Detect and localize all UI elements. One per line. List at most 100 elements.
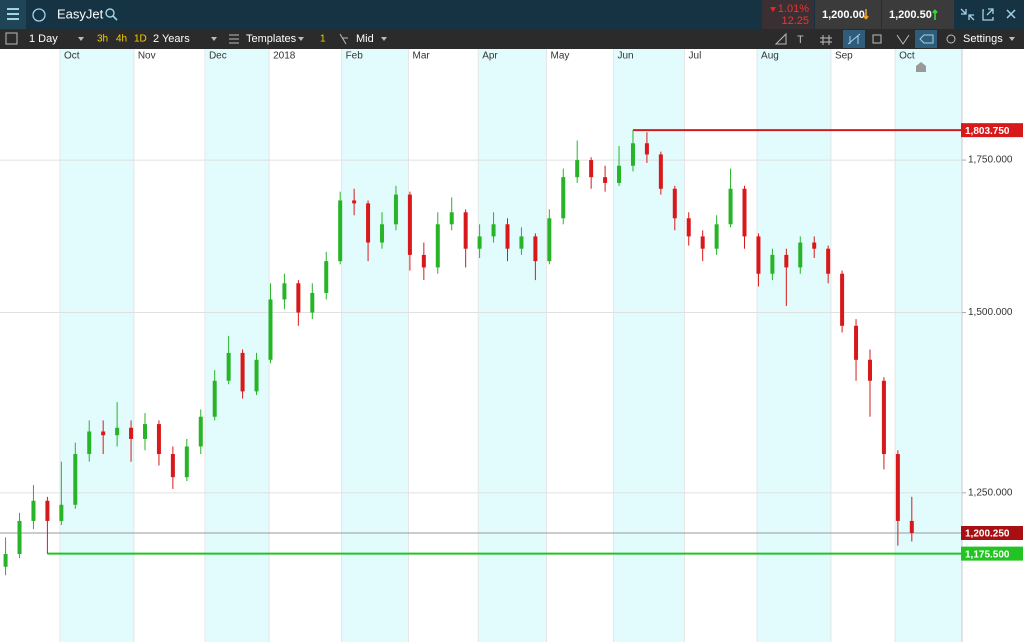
- candle-body: [491, 224, 496, 237]
- x-tick-label: Apr: [482, 51, 498, 62]
- x-tick-label: Jul: [689, 51, 702, 62]
- candle-body: [505, 224, 510, 249]
- candle-body: [812, 242, 817, 249]
- layers-tool[interactable]: [872, 34, 882, 44]
- magnet-tool[interactable]: [896, 34, 910, 45]
- change-box: [762, 0, 814, 29]
- quick-interval[interactable]: 4h: [116, 34, 127, 45]
- candle-body: [240, 352, 245, 392]
- plot-area: Oct Nov Dec 2018 Feb Mar Apr May Jun Jul Aug Sep Oct: [0, 49, 962, 642]
- scroll-marker[interactable]: [916, 62, 926, 72]
- buy-button[interactable]: [882, 0, 954, 29]
- label-tool[interactable]: [919, 34, 934, 44]
- candle-body: [115, 427, 120, 436]
- panel-icon[interactable]: [5, 32, 18, 45]
- buy-price: 1,200.50: [889, 9, 932, 21]
- x-tick-label: Oct: [64, 51, 80, 62]
- candle-body: [630, 143, 635, 166]
- level-label: 1,803.750: [965, 126, 1010, 137]
- interval[interactable]: 1 Day: [29, 33, 58, 45]
- x-tick-label: Mar: [413, 51, 431, 62]
- x-tick-label: Feb: [346, 51, 364, 62]
- crosshair-tool[interactable]: [847, 33, 861, 45]
- quick-interval[interactable]: 3h: [97, 34, 108, 45]
- price-type[interactable]: Mid: [356, 33, 374, 45]
- candle-body: [728, 188, 733, 225]
- popout-icon[interactable]: [982, 8, 994, 21]
- candle-body: [435, 224, 440, 268]
- candle-body: [142, 424, 147, 439]
- settings[interactable]: Settings: [963, 33, 1003, 45]
- candle-body: [700, 236, 705, 249]
- down-arrow: [770, 7, 776, 12]
- text-tool-icon[interactable]: T: [797, 34, 804, 46]
- month-band: [341, 49, 409, 642]
- candle-body: [463, 212, 468, 249]
- candle-body: [477, 236, 482, 249]
- candle-body: [198, 416, 203, 447]
- candle-body: [784, 254, 789, 268]
- candle-body: [324, 261, 329, 293]
- price-axis: [962, 49, 1024, 642]
- candle-body: [17, 520, 22, 555]
- candle-body: [672, 188, 677, 219]
- candle-body: [421, 254, 426, 268]
- candle-body: [393, 194, 398, 225]
- x-tick-label: Dec: [209, 51, 227, 62]
- candle-body: [770, 254, 775, 274]
- candle-body: [352, 200, 357, 204]
- month-band: [757, 49, 831, 642]
- candle-body: [756, 236, 761, 274]
- candle-body: [380, 224, 385, 243]
- quick-interval[interactable]: 1D: [134, 34, 147, 45]
- candle-body: [310, 292, 315, 313]
- change-abs: 12.25: [781, 15, 809, 27]
- range[interactable]: 2 Years: [153, 33, 190, 45]
- candle-body: [212, 380, 217, 417]
- candle-body: [268, 299, 273, 360]
- candle-body: [129, 427, 134, 439]
- candle-body: [449, 212, 454, 225]
- toolbar: [0, 29, 1024, 49]
- candle-body: [658, 154, 663, 189]
- candle-body: [589, 160, 594, 178]
- x-tick-label: Jun: [617, 51, 633, 62]
- candle-body: [603, 177, 608, 183]
- search-icon[interactable]: [105, 8, 115, 18]
- level-tag: [961, 123, 1023, 138]
- candle-body: [561, 177, 566, 219]
- candle-body: [547, 218, 552, 262]
- close-icon[interactable]: [1006, 9, 1016, 19]
- draw-tool[interactable]: [774, 32, 787, 45]
- settings-icon[interactable]: [946, 34, 956, 44]
- y-tick-label: 1,250.000: [968, 487, 1013, 498]
- collapse-icon[interactable]: [960, 8, 975, 21]
- grid-tool[interactable]: [820, 35, 832, 45]
- candle-body: [617, 165, 622, 183]
- month-band: [895, 49, 962, 642]
- candle-body: [254, 359, 259, 392]
- x-tick-label: Sep: [835, 51, 853, 62]
- candle-body: [686, 218, 691, 237]
- templates[interactable]: Templates: [246, 33, 297, 45]
- level-tag: [961, 526, 1023, 541]
- info-icon[interactable]: [32, 8, 46, 22]
- candle-body: [881, 380, 886, 455]
- menu-icon: [7, 8, 19, 20]
- candle-body: [895, 454, 900, 521]
- level-label: 1,175.500: [965, 549, 1010, 560]
- instrument-title: EasyJet: [57, 6, 104, 21]
- count[interactable]: 1: [320, 34, 326, 45]
- candle-body: [170, 454, 175, 478]
- candle-body: [798, 242, 803, 268]
- candle-body: [533, 236, 538, 262]
- x-tick-label: Oct: [899, 51, 915, 62]
- candle-body: [644, 143, 649, 155]
- candle-body: [840, 273, 845, 326]
- x-tick-label: Nov: [138, 51, 156, 62]
- x-tick-label: 2018: [273, 51, 296, 62]
- sell-button[interactable]: [815, 0, 881, 29]
- candle-body: [45, 500, 50, 521]
- candle-body: [59, 504, 64, 521]
